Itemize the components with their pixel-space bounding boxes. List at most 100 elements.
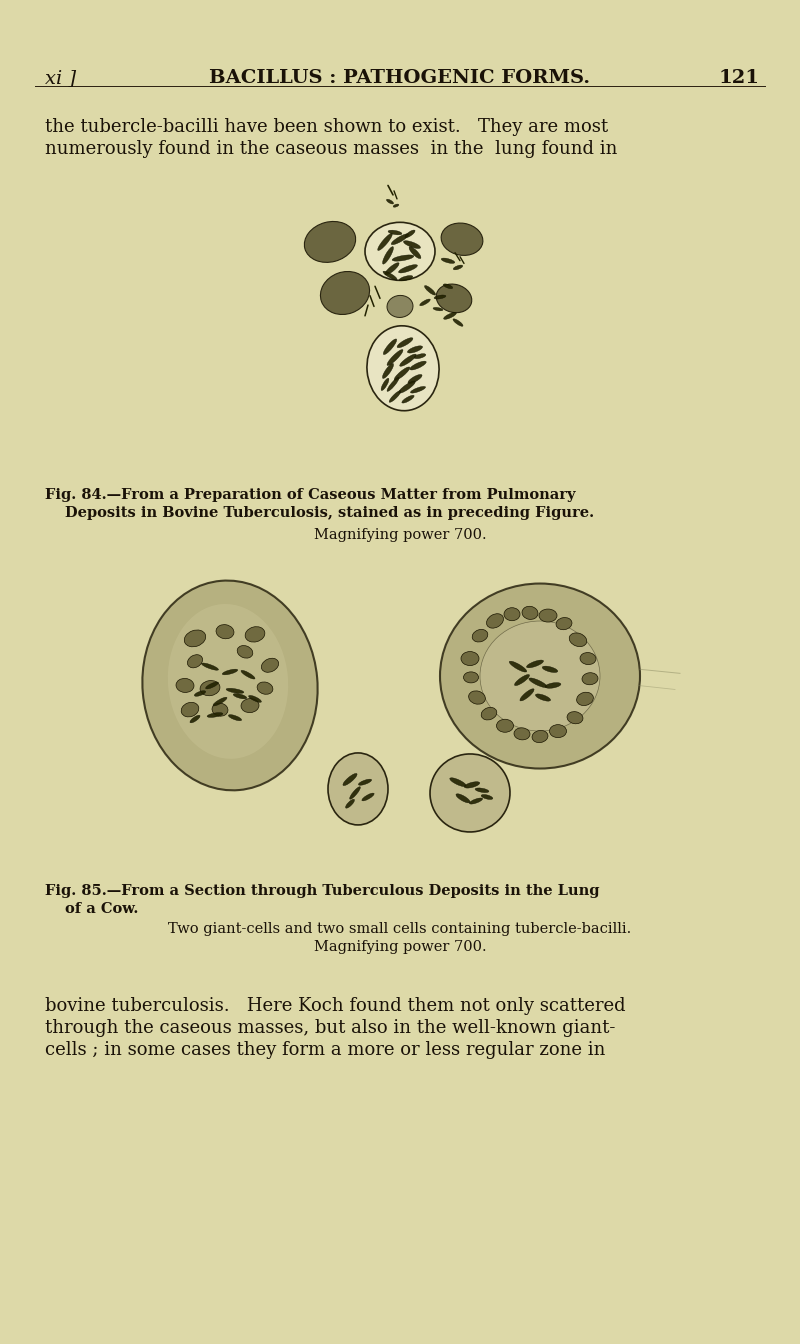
Ellipse shape — [387, 349, 403, 366]
Ellipse shape — [420, 298, 430, 306]
Ellipse shape — [402, 395, 414, 403]
Ellipse shape — [398, 380, 415, 394]
Ellipse shape — [441, 223, 483, 255]
Ellipse shape — [350, 786, 360, 800]
Ellipse shape — [216, 625, 234, 638]
Ellipse shape — [168, 603, 288, 759]
Ellipse shape — [434, 296, 446, 298]
Ellipse shape — [400, 353, 416, 367]
Ellipse shape — [464, 782, 480, 788]
Ellipse shape — [481, 794, 493, 800]
Ellipse shape — [514, 728, 530, 739]
Ellipse shape — [389, 391, 401, 402]
Ellipse shape — [358, 780, 372, 785]
Ellipse shape — [387, 296, 413, 317]
Ellipse shape — [328, 753, 388, 825]
Text: Magnifying power 700.: Magnifying power 700. — [314, 528, 486, 542]
Text: through the caseous masses, but also in the well-known giant-: through the caseous masses, but also in … — [45, 1019, 615, 1038]
Ellipse shape — [367, 325, 439, 411]
Ellipse shape — [378, 234, 392, 250]
Ellipse shape — [397, 337, 413, 348]
Ellipse shape — [207, 712, 223, 718]
Ellipse shape — [388, 230, 402, 235]
Ellipse shape — [436, 284, 472, 313]
Ellipse shape — [409, 247, 421, 258]
Ellipse shape — [385, 262, 399, 276]
Ellipse shape — [365, 222, 435, 281]
Text: Fig. 85.—From a Section through Tuberculous Deposits in the Lung: Fig. 85.—From a Section through Tubercul… — [45, 884, 599, 898]
Ellipse shape — [391, 234, 409, 245]
Ellipse shape — [463, 672, 478, 683]
Text: 121: 121 — [719, 69, 760, 87]
Ellipse shape — [407, 345, 422, 353]
Ellipse shape — [202, 663, 218, 671]
Ellipse shape — [556, 617, 572, 630]
Ellipse shape — [550, 724, 566, 738]
Ellipse shape — [238, 645, 253, 659]
Ellipse shape — [262, 659, 278, 672]
Ellipse shape — [456, 794, 470, 802]
Ellipse shape — [539, 609, 557, 622]
Ellipse shape — [212, 703, 228, 716]
Ellipse shape — [472, 629, 488, 642]
Text: Fig. 84.—From a Preparation of Caseous Matter from Pulmonary: Fig. 84.—From a Preparation of Caseous M… — [45, 488, 575, 501]
Ellipse shape — [249, 695, 262, 703]
Ellipse shape — [408, 375, 422, 383]
Ellipse shape — [486, 614, 503, 628]
Ellipse shape — [399, 276, 413, 281]
Ellipse shape — [570, 633, 586, 646]
Ellipse shape — [382, 363, 394, 379]
Ellipse shape — [532, 730, 548, 743]
Ellipse shape — [234, 694, 246, 699]
Text: Two giant-cells and two small cells containing tubercle-bacilli.: Two giant-cells and two small cells cont… — [168, 922, 632, 937]
Ellipse shape — [535, 694, 550, 702]
Ellipse shape — [450, 778, 466, 786]
Ellipse shape — [430, 754, 510, 832]
Ellipse shape — [381, 378, 389, 391]
Ellipse shape — [304, 222, 356, 262]
Ellipse shape — [545, 683, 561, 688]
Ellipse shape — [190, 715, 200, 723]
Ellipse shape — [200, 680, 220, 696]
Ellipse shape — [206, 681, 218, 689]
Text: xi ]: xi ] — [45, 69, 76, 87]
Ellipse shape — [433, 308, 443, 310]
Ellipse shape — [510, 661, 526, 672]
Ellipse shape — [346, 800, 354, 808]
Ellipse shape — [187, 655, 202, 668]
Text: cells ; in some cases they form a more or less regular zone in: cells ; in some cases they form a more o… — [45, 1042, 606, 1059]
Ellipse shape — [383, 339, 397, 355]
Ellipse shape — [475, 788, 489, 793]
Ellipse shape — [425, 285, 435, 296]
Text: of a Cow.: of a Cow. — [65, 902, 138, 917]
Ellipse shape — [213, 698, 227, 706]
Ellipse shape — [398, 265, 418, 273]
Ellipse shape — [343, 773, 357, 786]
Ellipse shape — [542, 667, 558, 672]
Ellipse shape — [582, 673, 598, 684]
Ellipse shape — [526, 660, 543, 668]
Ellipse shape — [504, 607, 520, 621]
Ellipse shape — [228, 715, 242, 720]
Ellipse shape — [577, 692, 594, 706]
Ellipse shape — [184, 630, 206, 646]
Ellipse shape — [414, 353, 426, 359]
Ellipse shape — [453, 319, 463, 327]
Ellipse shape — [382, 246, 394, 265]
Ellipse shape — [520, 688, 534, 702]
Ellipse shape — [362, 793, 374, 801]
Ellipse shape — [443, 284, 453, 289]
Ellipse shape — [403, 241, 421, 249]
Ellipse shape — [222, 669, 238, 675]
Ellipse shape — [480, 621, 600, 731]
Text: Magnifying power 700.: Magnifying power 700. — [314, 941, 486, 954]
Ellipse shape — [176, 679, 194, 692]
Ellipse shape — [567, 711, 583, 724]
Ellipse shape — [142, 581, 318, 790]
Ellipse shape — [241, 671, 255, 679]
Ellipse shape — [182, 703, 198, 716]
Ellipse shape — [393, 204, 399, 207]
Ellipse shape — [454, 265, 462, 270]
Ellipse shape — [469, 691, 486, 704]
Ellipse shape — [461, 652, 479, 665]
